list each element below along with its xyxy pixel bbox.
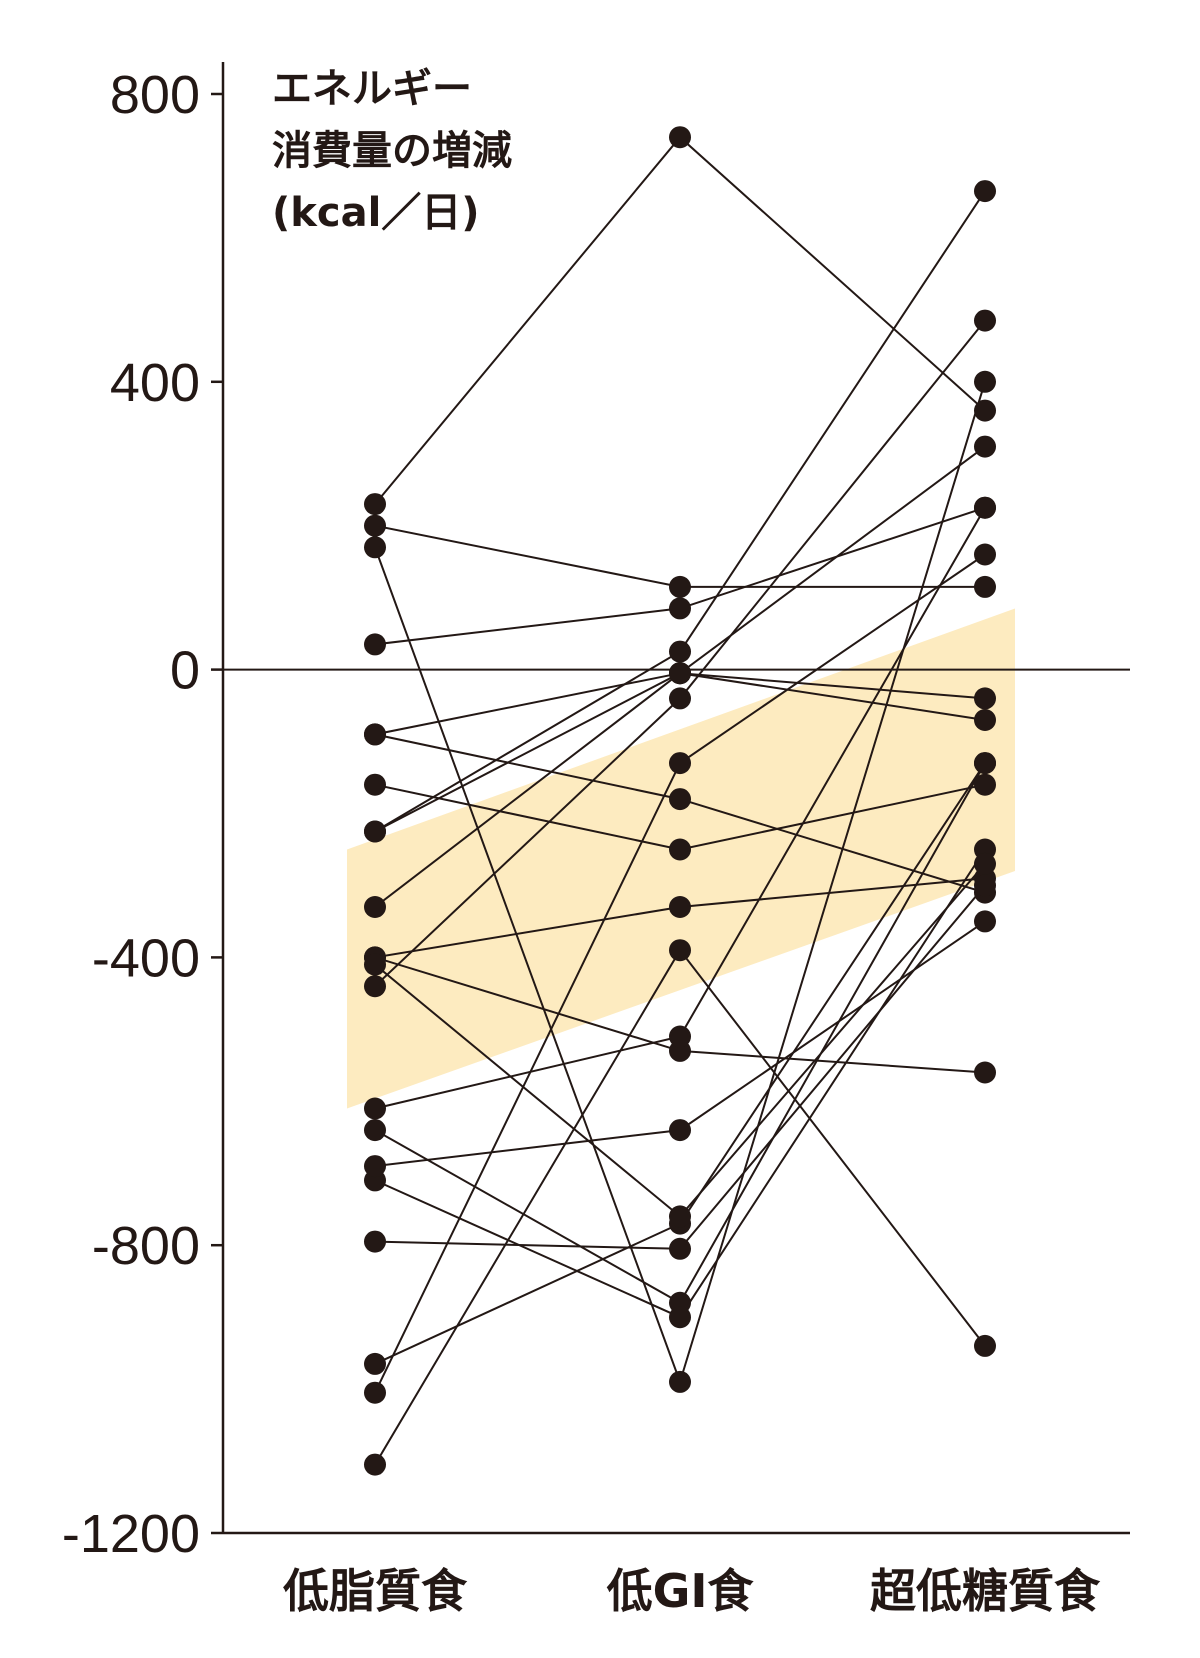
data-point [669, 939, 691, 962]
y-tick-label: -1200 [62, 1504, 200, 1564]
data-point [364, 953, 386, 976]
data-point [974, 575, 996, 598]
data-point [669, 126, 691, 149]
data-point [669, 1237, 691, 1260]
x-category-label: 低GI食 [607, 1564, 755, 1618]
x-category-label: 超低糖質食 [870, 1564, 1101, 1618]
y-tick-label: 0 [170, 641, 200, 701]
data-point [974, 496, 996, 519]
data-point [669, 788, 691, 811]
data-point [974, 435, 996, 458]
data-point [974, 852, 996, 875]
y-tick-label: 400 [110, 353, 200, 413]
data-point [974, 370, 996, 393]
data-point [669, 838, 691, 861]
data-point [974, 773, 996, 796]
y-tick-label: -800 [92, 1216, 200, 1276]
data-point [974, 543, 996, 566]
y-axis-label-line-2: 消費量の増減 [272, 128, 512, 174]
data-point [669, 1370, 691, 1393]
data-point [364, 633, 386, 656]
data-point [669, 1306, 691, 1329]
data-point [669, 687, 691, 710]
data-point [974, 874, 996, 897]
data-point [669, 1119, 691, 1142]
data-point [669, 662, 691, 685]
y-axis-label-line-1: エネルギー [272, 66, 472, 112]
data-points-layer [364, 126, 996, 1476]
data-point [364, 1155, 386, 1178]
data-point [364, 1381, 386, 1404]
data-point [364, 514, 386, 537]
data-point [669, 597, 691, 620]
data-point [364, 975, 386, 998]
data-point [669, 752, 691, 775]
data-point [974, 1334, 996, 1357]
data-point [364, 1352, 386, 1375]
data-point [974, 687, 996, 710]
data-point [364, 1453, 386, 1476]
data-point [669, 575, 691, 598]
data-point [974, 910, 996, 933]
data-point [669, 896, 691, 918]
x-category-label: 低脂質食 [283, 1564, 468, 1618]
data-point [364, 1119, 386, 1142]
y-tick-label: 800 [110, 65, 200, 125]
data-point [669, 640, 691, 663]
data-point [364, 896, 386, 918]
data-point [974, 309, 996, 332]
data-point [364, 723, 386, 746]
data-point [364, 536, 386, 559]
data-point [364, 1230, 386, 1253]
data-point [669, 1205, 691, 1228]
axis-layer: 800 400 0 -400 -800 -1200 [62, 62, 1130, 1564]
data-point [364, 820, 386, 843]
data-point [364, 1097, 386, 1120]
data-point [364, 773, 386, 796]
data-point [974, 1061, 996, 1084]
data-point [974, 752, 996, 775]
data-point [974, 399, 996, 422]
data-point [974, 180, 996, 203]
data-point [974, 709, 996, 731]
y-tick-label: -400 [92, 928, 200, 988]
y-axis-label-line-3: (kcal／日) [272, 190, 480, 236]
data-point [669, 1025, 691, 1048]
data-point [364, 493, 386, 516]
labels-layer: エネルギー 消費量の増減 (kcal／日) 低脂質食 低GI食 超低糖質食 [272, 66, 1101, 1618]
